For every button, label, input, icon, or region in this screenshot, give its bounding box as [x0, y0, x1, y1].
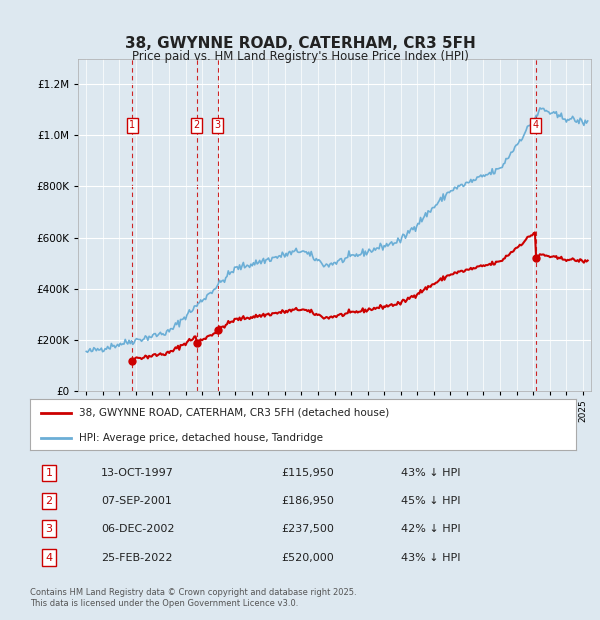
Text: HPI: Average price, detached house, Tandridge: HPI: Average price, detached house, Tand…	[79, 433, 323, 443]
Text: 25-FEB-2022: 25-FEB-2022	[101, 553, 172, 563]
Text: 2: 2	[194, 120, 200, 130]
Text: 45% ↓ HPI: 45% ↓ HPI	[401, 496, 461, 506]
Text: 38, GWYNNE ROAD, CATERHAM, CR3 5FH (detached house): 38, GWYNNE ROAD, CATERHAM, CR3 5FH (deta…	[79, 408, 389, 418]
Text: 1: 1	[46, 468, 53, 478]
Text: 06-DEC-2002: 06-DEC-2002	[101, 524, 175, 534]
Text: This data is licensed under the Open Government Licence v3.0.: This data is licensed under the Open Gov…	[30, 599, 298, 608]
Text: 43% ↓ HPI: 43% ↓ HPI	[401, 553, 461, 563]
Text: 2: 2	[46, 496, 53, 506]
Text: £186,950: £186,950	[281, 496, 334, 506]
Text: 3: 3	[46, 524, 53, 534]
Text: 38, GWYNNE ROAD, CATERHAM, CR3 5FH: 38, GWYNNE ROAD, CATERHAM, CR3 5FH	[125, 36, 475, 51]
Text: Contains HM Land Registry data © Crown copyright and database right 2025.: Contains HM Land Registry data © Crown c…	[30, 588, 356, 597]
Text: £520,000: £520,000	[281, 553, 334, 563]
Text: 1: 1	[130, 120, 136, 130]
Text: 13-OCT-1997: 13-OCT-1997	[101, 468, 174, 478]
Text: 4: 4	[533, 120, 539, 130]
Text: 4: 4	[46, 553, 53, 563]
Text: Price paid vs. HM Land Registry's House Price Index (HPI): Price paid vs. HM Land Registry's House …	[131, 50, 469, 63]
Text: £237,500: £237,500	[281, 524, 334, 534]
Text: 43% ↓ HPI: 43% ↓ HPI	[401, 468, 461, 478]
Text: £115,950: £115,950	[281, 468, 334, 478]
Text: 07-SEP-2001: 07-SEP-2001	[101, 496, 172, 506]
Text: 3: 3	[214, 120, 221, 130]
Text: 42% ↓ HPI: 42% ↓ HPI	[401, 524, 461, 534]
